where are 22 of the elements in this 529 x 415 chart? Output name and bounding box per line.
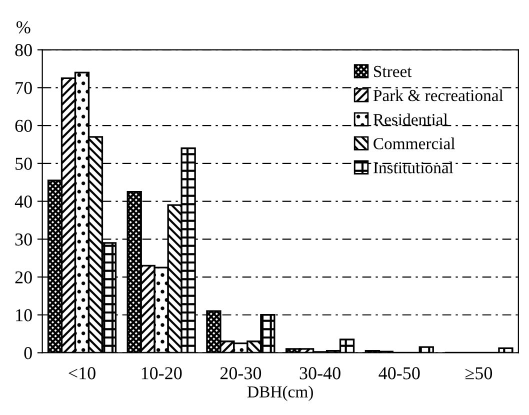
x-tick-label: 40-50 [378, 367, 420, 380]
legend-label: Park & recreational [373, 89, 504, 102]
legend-label: Commercial [374, 138, 455, 150]
y-tick-label: 10 [16, 309, 32, 322]
legend-label: Institutional [374, 162, 454, 174]
y-tick-label: 0 [24, 347, 32, 360]
y-axis-title: % [16, 21, 30, 34]
x-tick-label: 30-40 [300, 367, 340, 380]
x-tick-label: <10 [68, 367, 96, 380]
x-tick-label: 20-30 [220, 367, 262, 380]
y-tick-label: 50 [16, 158, 32, 170]
y-tick-label: 30 [15, 233, 32, 246]
x-tick-label: 10-20 [142, 367, 182, 380]
y-tick-label: 60 [15, 120, 32, 132]
y-tick-label: 40 [14, 196, 32, 208]
y-tick-label: 80 [15, 44, 32, 56]
y-tick-label: 70 [16, 82, 32, 94]
x-axis-title: DBH(cm) [248, 386, 313, 401]
legend-label: Street [374, 66, 412, 78]
y-tick-label: 20 [15, 271, 32, 284]
legend-label: Residential [373, 114, 448, 126]
x-tick-label: ≥50 [466, 367, 492, 380]
